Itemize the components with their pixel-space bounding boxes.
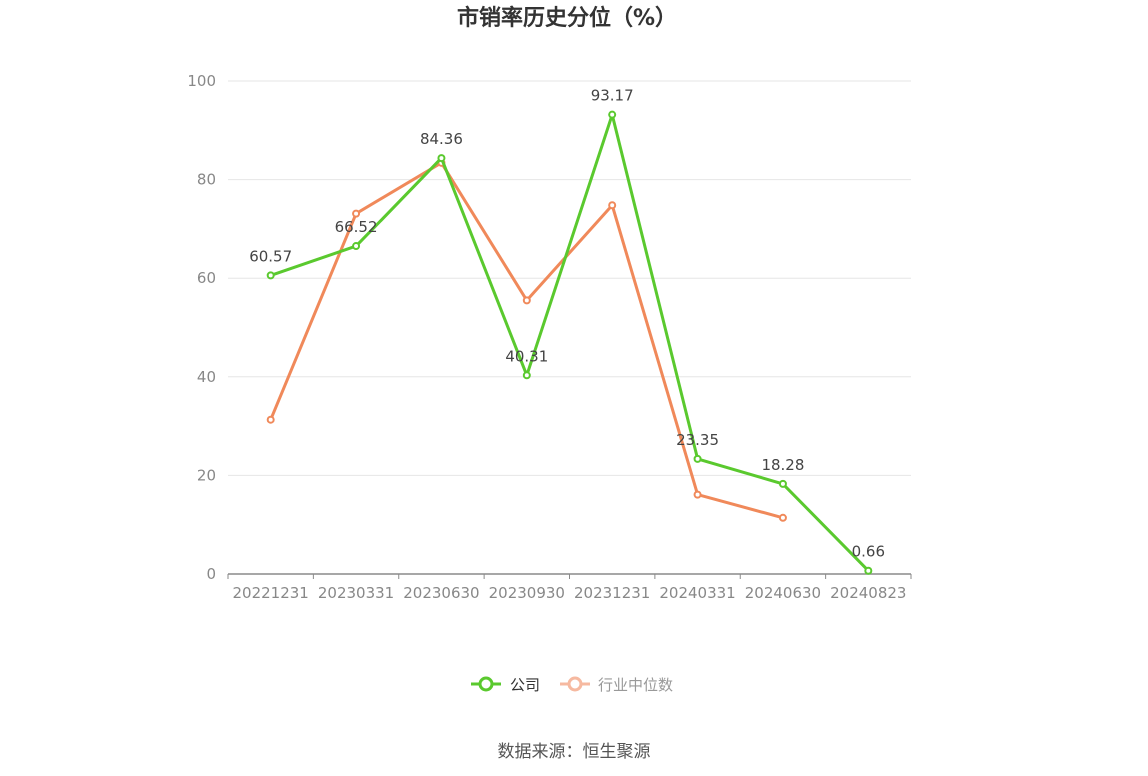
data-label-layer: 60.57 66.52 84.36 40.31 93.17 23.35 18.28 0.66 — [249, 87, 885, 561]
data-label-company: 18.28 — [761, 456, 804, 474]
data-point-company[interactable] — [266, 271, 275, 280]
legend-company-label: 公司 — [510, 676, 540, 694]
y-tick-label: 80 — [197, 171, 216, 189]
x-tick-label: 20240823 — [830, 584, 906, 602]
data-label-company: 40.31 — [505, 347, 548, 365]
data-label-company: 66.52 — [335, 218, 378, 236]
data-point-industry-median[interactable] — [352, 209, 361, 218]
legend-item-industry-median[interactable]: 行业中位数 — [560, 676, 673, 694]
legend-item-company[interactable]: 公司 — [471, 676, 540, 694]
legend: 公司 行业中位数 — [471, 676, 673, 694]
series-line-company — [270, 113, 870, 572]
data-point-industry-median[interactable] — [608, 201, 617, 210]
data-point-industry-median[interactable] — [693, 490, 702, 499]
data-point-company[interactable] — [522, 371, 531, 380]
axis-layer: 0 20 40 60 80 100 20221231 20230331 20230630 2023… — [187, 72, 912, 602]
data-label-company: 0.66 — [852, 543, 885, 561]
data-point-company[interactable] — [693, 454, 702, 463]
legend-company-marker-icon — [478, 676, 494, 692]
data-label-company: 23.35 — [676, 431, 719, 449]
grid-layer — [228, 80, 911, 476]
x-tick-label: 20231231 — [574, 584, 650, 602]
series-layer — [266, 110, 873, 575]
x-tick-label: 20230630 — [403, 584, 479, 602]
legend-industry-label: 行业中位数 — [598, 676, 673, 694]
data-point-company[interactable] — [864, 566, 873, 575]
y-tick-label: 0 — [206, 565, 216, 583]
x-tick-label: 20240630 — [745, 584, 821, 602]
x-tick-label: 20221231 — [233, 584, 309, 602]
x-tick-label: 20230930 — [489, 584, 565, 602]
data-label-company: 60.57 — [249, 247, 292, 265]
data-point-industry-median[interactable] — [266, 415, 275, 424]
x-tick-label: 20230331 — [318, 584, 394, 602]
x-tick-label: 20240331 — [659, 584, 735, 602]
data-point-industry-median[interactable] — [778, 513, 787, 522]
series-line-industry-median — [269, 161, 784, 520]
data-point-company[interactable] — [778, 479, 787, 488]
data-point-company[interactable] — [437, 154, 446, 163]
data-point-company[interactable] — [352, 242, 361, 251]
chart-title: 市销率历史分位（%） — [457, 5, 677, 31]
y-tick-label: 60 — [197, 269, 216, 287]
y-tick-label: 100 — [187, 72, 216, 90]
y-tick-label: 20 — [197, 466, 216, 484]
legend-industry-marker-icon — [567, 676, 583, 692]
data-point-industry-median[interactable] — [522, 296, 531, 305]
data-label-company: 93.17 — [591, 87, 634, 105]
y-tick-label: 40 — [197, 368, 216, 386]
data-label-company: 84.36 — [420, 130, 463, 148]
data-source-text: 数据来源：恒生聚源 — [498, 742, 651, 762]
data-point-company[interactable] — [608, 110, 617, 119]
